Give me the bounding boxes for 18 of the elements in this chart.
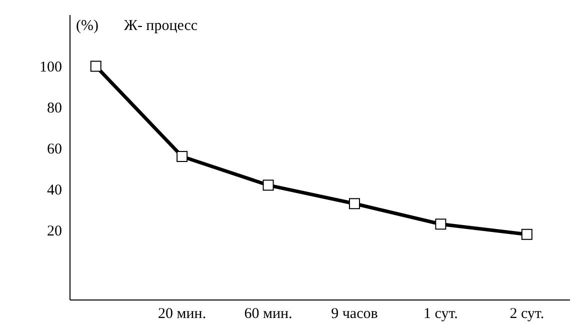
y-axis-title: (%)	[76, 18, 98, 34]
x-tick-label: 20 мин.	[158, 306, 206, 322]
point	[90, 60, 102, 72]
point	[521, 228, 532, 240]
point	[176, 150, 188, 162]
x-tick-label: 9 часов	[331, 306, 378, 322]
y-tick-label: 100	[40, 60, 62, 76]
point	[435, 218, 446, 230]
x-tick-label: 60 мин.	[244, 306, 292, 322]
y-tick-label: 40	[47, 182, 62, 199]
point	[348, 198, 360, 210]
y-tick-label: 80	[47, 100, 62, 117]
y-tick-label: 20	[47, 224, 62, 240]
y-tick-label: 60	[47, 142, 62, 158]
x-tick-label: 2 сут.	[510, 306, 544, 322]
chart-title: Ж- процесс	[124, 18, 198, 34]
x-tick-label: 1 сут.	[423, 306, 458, 322]
point	[262, 180, 274, 191]
